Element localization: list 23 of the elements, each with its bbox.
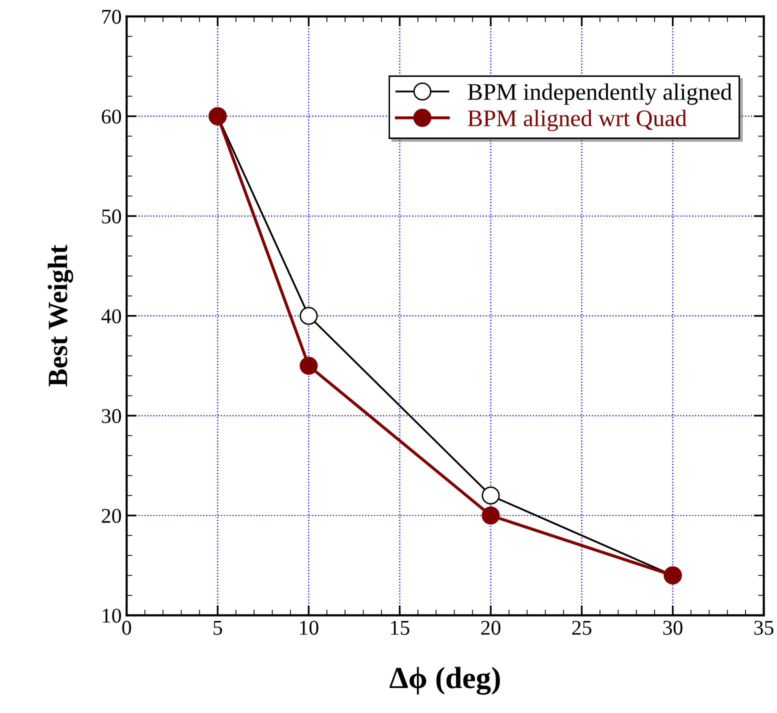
x-axis-title: Δϕ (deg)	[390, 666, 500, 695]
y-tick-label: 50	[102, 209, 121, 224]
point	[300, 306, 318, 325]
y-tick-label: 60	[102, 110, 121, 124]
point	[482, 506, 500, 525]
x-tick-label: 15	[391, 620, 410, 635]
y-tick-label: 10	[102, 608, 121, 623]
x-tick-label: 30	[663, 620, 682, 635]
y-tick-label: 70	[102, 10, 121, 24]
y-tick-label: 30	[102, 409, 121, 424]
legend-label: BPM independently aligned	[468, 83, 732, 105]
x-tick-label: 25	[572, 620, 592, 635]
legend-label: BPM aligned wrt Quad	[468, 110, 687, 132]
x-tick-label: 35	[754, 620, 774, 635]
point	[482, 486, 500, 505]
x-tick-label: 20	[481, 620, 500, 635]
x-tick-label: 0	[122, 620, 132, 635]
point	[300, 356, 318, 375]
x-tick-label: 10	[300, 620, 318, 635]
y-tick-label: 20	[102, 508, 121, 523]
y-tick-label: 40	[101, 309, 121, 324]
y-axis-title: Best Weight	[48, 244, 74, 387]
x-tick-label: 5	[214, 620, 222, 635]
